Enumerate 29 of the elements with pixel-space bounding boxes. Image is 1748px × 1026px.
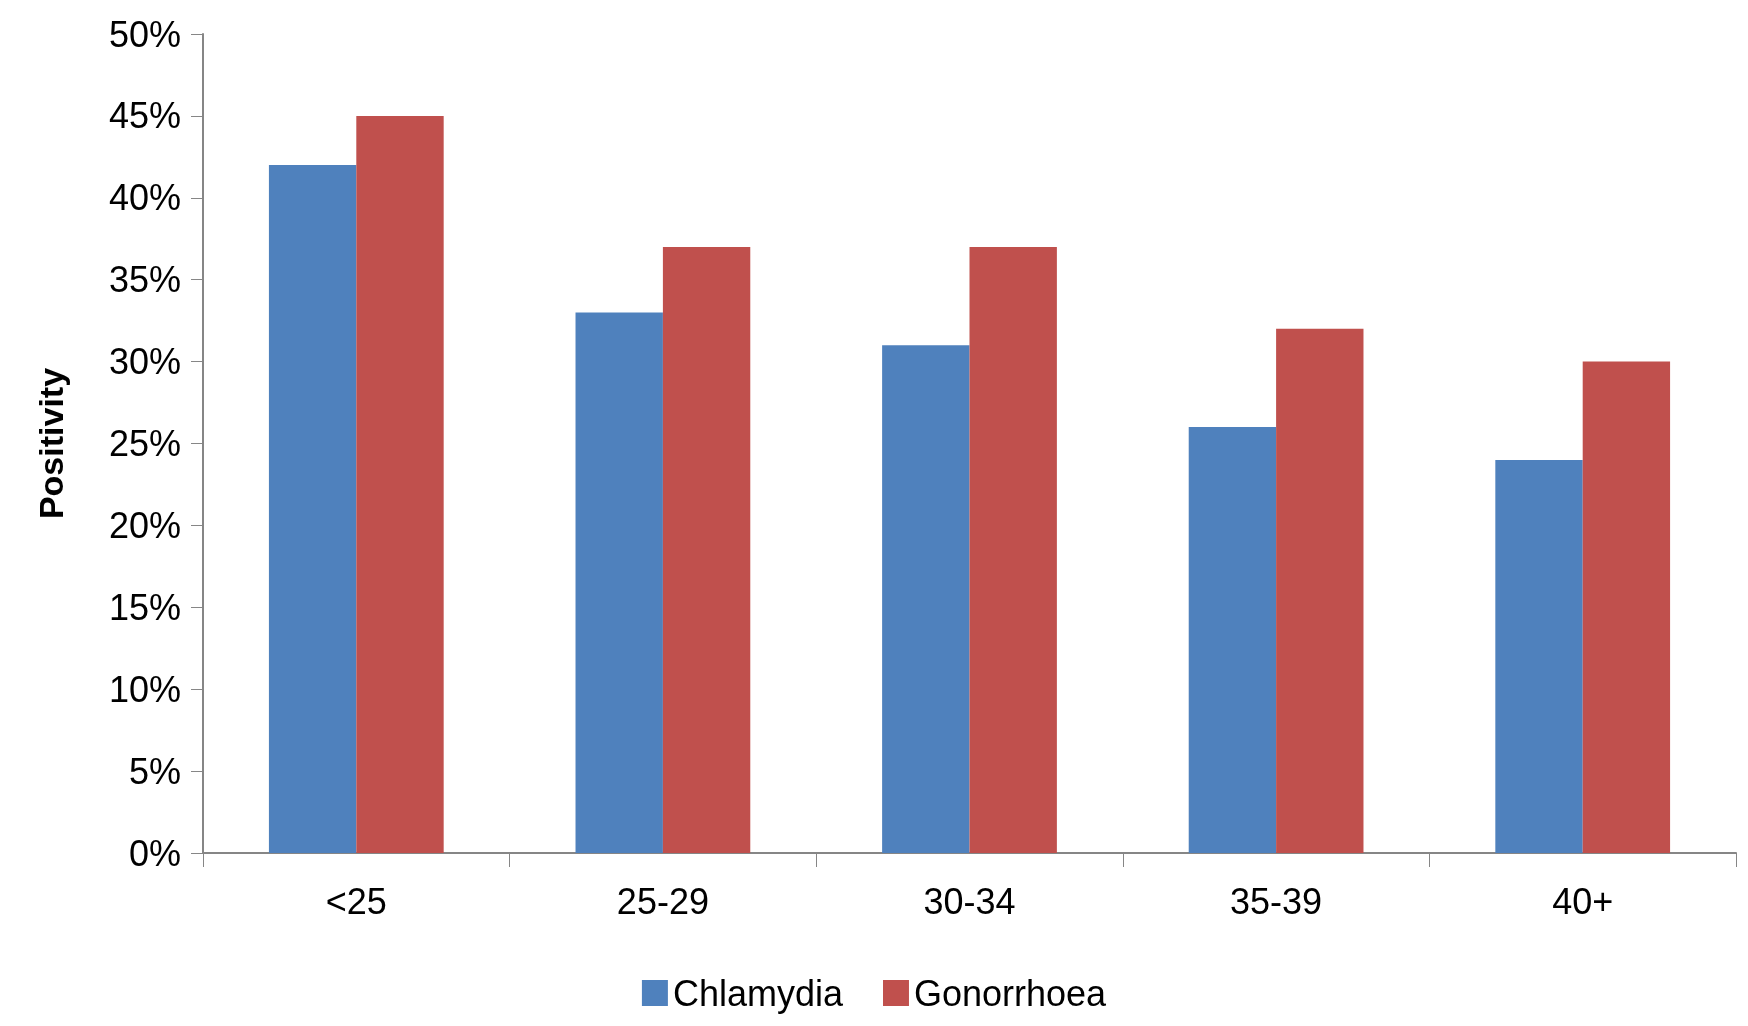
y-tick-label: 40%	[108, 177, 181, 219]
y-tick-label: 15%	[108, 586, 181, 628]
bar	[969, 246, 1057, 853]
y-tick-label: 25%	[108, 423, 181, 464]
y-tick-label: 50%	[108, 13, 181, 55]
bar	[268, 165, 357, 853]
y-tick-label: 30%	[108, 341, 181, 383]
x-tick-label: 35-39	[1230, 880, 1323, 922]
y-axis-title: Positivity	[32, 367, 70, 520]
bar	[1276, 328, 1364, 853]
y-tick-label: 20%	[108, 504, 181, 546]
bar	[1582, 361, 1671, 853]
x-tick-label: 25-29	[616, 880, 709, 922]
x-tick-label: 30-34	[923, 880, 1016, 922]
legend-label: Chlamydia	[672, 972, 844, 1014]
bar	[662, 246, 751, 853]
y-tick-label: 0%	[128, 832, 181, 874]
bar	[356, 115, 444, 853]
legend-label: Gonorrhoea	[913, 972, 1108, 1014]
x-tick-label: <25	[325, 880, 387, 922]
bar	[1495, 459, 1583, 853]
x-tick-label: 40+	[1552, 880, 1614, 922]
bar	[575, 312, 663, 853]
y-tick-label: 5%	[128, 750, 181, 792]
bar	[1188, 427, 1277, 853]
y-tick-label: 35%	[108, 259, 181, 301]
y-tick-label: 10%	[108, 668, 181, 710]
bar	[882, 345, 970, 853]
y-tick-label: 45%	[108, 95, 181, 137]
